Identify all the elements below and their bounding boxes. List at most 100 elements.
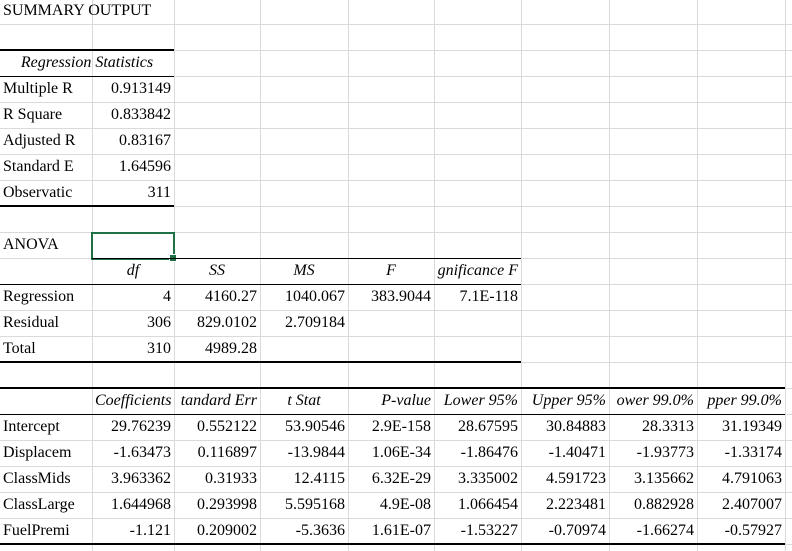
anova-value[interactable]: 4989.28 <box>205 340 257 357</box>
coefficient-value[interactable]: -1.66274 <box>636 522 694 539</box>
coefficient-row-label[interactable]: ClassMids <box>3 470 71 487</box>
anova-value[interactable]: 310 <box>147 340 171 357</box>
stat-label[interactable]: R Square <box>3 106 63 123</box>
summary-output-title[interactable]: SUMMARY OUTPUT <box>3 2 152 19</box>
coefficient-value[interactable]: 4.591723 <box>546 470 606 487</box>
coefficients-header[interactable]: t Stat <box>287 392 321 409</box>
coefficient-value[interactable]: -0.57927 <box>724 522 782 539</box>
anova-row-label[interactable]: Total <box>3 340 36 357</box>
coefficient-value[interactable]: 5.595168 <box>285 496 345 513</box>
coefficient-value[interactable]: 0.293998 <box>197 496 257 513</box>
coefficient-value[interactable]: 4.9E-08 <box>379 496 431 513</box>
table-border <box>92 258 521 259</box>
coefficient-value[interactable]: 0.882928 <box>634 496 694 513</box>
coefficients-header[interactable]: P-value <box>381 392 431 409</box>
coefficient-value[interactable]: 1.644968 <box>111 496 171 513</box>
stat-value[interactable]: 0.83167 <box>119 132 171 149</box>
anova-value[interactable] <box>348 336 434 362</box>
coefficient-value[interactable]: -1.53227 <box>460 522 518 539</box>
grid-column-line <box>697 0 698 551</box>
grid-column-line <box>521 0 522 551</box>
grid-row-line <box>0 102 792 103</box>
coefficient-value[interactable]: 12.4115 <box>293 470 345 487</box>
coefficient-value[interactable]: -0.70974 <box>548 522 606 539</box>
coefficient-value[interactable]: 53.90546 <box>285 418 345 435</box>
coefficients-header[interactable]: Upper 95% <box>531 392 606 409</box>
anova-value[interactable]: 1040.067 <box>285 288 345 305</box>
coefficient-value[interactable]: 1.066454 <box>458 496 518 513</box>
coefficient-row-label[interactable]: ClassLarge <box>3 496 75 513</box>
coefficient-value[interactable]: 1.06E-34 <box>371 444 431 461</box>
coefficient-value[interactable]: -1.33174 <box>724 444 782 461</box>
anova-value[interactable] <box>434 310 521 336</box>
stat-value[interactable]: 1.64596 <box>119 158 171 175</box>
stat-label[interactable]: Observatic <box>3 184 73 201</box>
stat-value[interactable]: 311 <box>147 184 171 201</box>
stat-label[interactable]: Adjusted R <box>3 132 76 149</box>
table-border <box>0 361 521 363</box>
coefficient-value[interactable]: -5.3636 <box>295 522 345 539</box>
anova-value[interactable]: 4 <box>163 288 171 305</box>
coefficient-value[interactable]: -1.40471 <box>548 444 606 461</box>
anova-value[interactable]: 7.1E-118 <box>459 288 518 305</box>
coefficient-value[interactable]: 30.84883 <box>546 418 606 435</box>
anova-header[interactable]: SS <box>209 262 225 279</box>
table-border <box>0 205 174 207</box>
coefficient-value[interactable]: -1.121 <box>129 522 171 539</box>
coefficients-header[interactable]: pper 99.0% <box>707 392 782 409</box>
coefficients-header[interactable]: Lower 95% <box>443 392 518 409</box>
anova-header[interactable]: MS <box>293 262 315 279</box>
anova-value[interactable]: 306 <box>147 314 171 331</box>
anova-header[interactable]: F <box>386 262 396 279</box>
coefficient-value[interactable]: 6.32E-29 <box>371 470 431 487</box>
coefficient-value[interactable]: 0.209002 <box>197 522 257 539</box>
stat-label[interactable]: Standard E <box>3 158 74 175</box>
anova-value[interactable] <box>260 336 348 362</box>
coefficient-value[interactable]: -1.86476 <box>460 444 518 461</box>
coefficient-value[interactable]: 2.407007 <box>722 496 782 513</box>
coefficient-value[interactable]: 2.223481 <box>546 496 606 513</box>
coefficient-value[interactable]: 28.3313 <box>642 418 694 435</box>
coefficient-value[interactable]: 28.67595 <box>458 418 518 435</box>
coefficient-value[interactable]: 1.61E-07 <box>371 522 431 539</box>
stat-value[interactable]: 0.833842 <box>111 106 171 123</box>
anova-value[interactable]: 2.709184 <box>285 314 345 331</box>
anova-header[interactable]: gnificance F <box>437 262 518 279</box>
coefficients-header[interactable]: ower 99.0% <box>616 392 694 409</box>
coefficient-value[interactable]: -1.63473 <box>113 444 171 461</box>
anova-value[interactable]: 383.9044 <box>371 288 431 305</box>
coefficient-row-label[interactable]: FuelPremi <box>3 522 70 539</box>
anova-value[interactable]: 4160.27 <box>205 288 257 305</box>
anova-row-label[interactable]: Regression <box>3 288 75 305</box>
anova-title[interactable]: ANOVA <box>3 236 59 253</box>
regression-statistics-header[interactable]: Regression Statistics <box>20 54 154 71</box>
coefficient-row-label[interactable]: Displacem <box>3 444 72 461</box>
coefficient-value[interactable]: 4.791063 <box>722 470 782 487</box>
coefficient-value[interactable]: 0.31933 <box>205 470 257 487</box>
anova-header[interactable]: df <box>126 262 140 279</box>
coefficient-value[interactable]: 0.116897 <box>197 444 257 461</box>
coefficient-value[interactable]: 2.9E-158 <box>371 418 431 435</box>
anova-value[interactable]: 829.0102 <box>197 314 257 331</box>
grid-column-line <box>174 0 175 551</box>
coefficient-value[interactable]: 31.19349 <box>722 418 782 435</box>
coefficient-value[interactable]: -13.9844 <box>287 444 345 461</box>
grid-row-line <box>0 466 792 467</box>
coefficient-value[interactable]: 0.552122 <box>197 418 257 435</box>
stat-label[interactable]: Multiple R <box>3 80 73 97</box>
coefficients-header[interactable]: tandard Err <box>180 392 257 409</box>
coefficients-header[interactable]: Coefficients <box>95 392 172 409</box>
coefficient-row-label[interactable]: Intercept <box>3 418 60 435</box>
selected-cell[interactable] <box>91 232 177 262</box>
grid-row-line <box>0 232 792 233</box>
coefficient-value[interactable]: -1.93773 <box>636 444 694 461</box>
coefficient-value[interactable]: 29.76239 <box>111 418 171 435</box>
anova-value[interactable] <box>434 336 521 362</box>
coefficient-value[interactable]: 3.135662 <box>634 470 694 487</box>
anova-row-label[interactable]: Residual <box>3 314 59 331</box>
anova-value[interactable] <box>348 310 434 336</box>
stat-value[interactable]: 0.913149 <box>111 80 171 97</box>
coefficient-value[interactable]: 3.963362 <box>111 470 171 487</box>
coefficient-value[interactable]: 3.335002 <box>458 470 518 487</box>
